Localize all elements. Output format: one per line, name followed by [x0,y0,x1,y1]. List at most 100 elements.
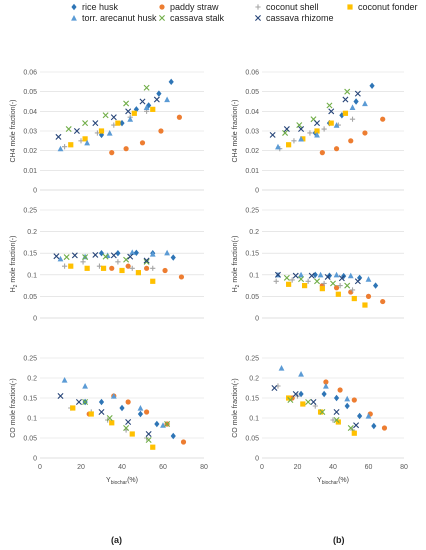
y-tick-label: 0.04 [23,109,37,116]
x-tick-label: 80 [400,464,408,471]
data-point-paddy-straw [123,146,129,152]
data-point-torr-arecanut-husk [84,139,91,146]
data-point-cassava-stalk [298,276,305,283]
data-point-coconut-shell [307,130,313,136]
series-cassava-rhizome [53,251,150,264]
series-cassava-rhizome [274,271,361,285]
data-point-coconut-fonder [314,128,320,134]
series-coconut-shell [277,116,356,152]
data-point-coconut-shell [305,278,311,284]
data-point-coconut-fonder [347,4,353,10]
data-point-rice-husk [357,274,363,282]
data-point-coconut-fonder [286,142,292,148]
data-point-cassava-rhizome [143,257,150,264]
y-tick-label: 0 [255,188,259,195]
data-point-cassava-rhizome [127,253,134,260]
data-point-torr-arecanut-husk [61,377,68,383]
data-point-paddy-straw [333,146,340,152]
data-point-rice-husk [357,412,363,420]
data-point-cassava-rhizome [139,98,146,105]
series-coconut-fonder [68,263,156,284]
series-coconut-fonder [286,281,368,308]
y-tick-label: 0.06 [23,70,37,77]
data-point-cassava-rhizome [98,409,105,415]
data-point-torr-arecanut-husk [57,145,64,152]
y-tick-label: 0.03 [23,129,37,136]
legend-marker-triangle-icon [71,15,77,21]
y-tick-label: 0.25 [245,208,259,215]
data-point-paddy-straw [365,293,372,299]
data-point-cassava-rhizome [255,15,261,21]
data-point-cassava-stalk [333,417,340,423]
data-point-cassava-stalk [314,278,321,285]
data-point-torr-arecanut-husk [365,276,372,282]
series-paddy-straw [109,263,185,280]
data-point-torr-arecanut-husk [149,251,156,257]
y-axis-label: CO mole fraction(-) [232,378,239,438]
data-point-paddy-straw [144,265,150,271]
series-paddy-straw [319,116,386,156]
data-point-coconut-fonder [300,136,306,142]
y-tick-label: 0.15 [23,396,37,403]
legend-label: cassava stalk [170,13,225,23]
data-point-rice-husk [119,119,125,127]
data-point-torr-arecanut-husk [275,143,281,150]
legend-item-rice-husk: rice husk [70,2,118,12]
y-tick-label: 0.01 [245,168,259,175]
data-point-coconut-shell [150,265,156,271]
data-point-cassava-rhizome [354,278,361,285]
data-point-coconut-fonder [70,405,76,411]
data-point-paddy-straw [337,387,343,393]
y-tick-label: 0.05 [245,89,259,96]
chart-panel-b-ch4: 0 0.01 0.02 0.03 0.04 0.05 0.06 CH4 mole fracti… [232,70,404,195]
series-cassava-rhizome [57,393,152,437]
series-cassava-rhizome [269,90,361,138]
data-point-coconut-fonder [84,265,90,271]
data-point-cassava-stalk [102,112,109,119]
data-point-paddy-straw [380,298,386,305]
data-point-rice-husk [369,82,375,89]
data-point-cassava-stalk [344,88,351,95]
data-point-cassava-stalk [82,254,89,261]
data-point-rice-husk [344,402,350,410]
data-point-coconut-fonder [362,302,368,308]
data-point-cassava-rhizome [333,409,340,415]
data-point-paddy-straw [348,138,354,144]
data-point-rice-husk [321,390,327,398]
y-tick-label: 0.04 [245,109,259,116]
data-point-coconut-fonder [68,263,74,269]
x-axis-label: Ybiochar(%) [317,477,349,486]
data-point-paddy-straw [180,439,187,445]
x-tick-label: 40 [118,464,126,471]
series-torr-arecanut-husk [57,96,170,152]
data-point-cassava-stalk [82,399,89,405]
data-point-cassava-rhizome [92,251,99,258]
data-point-coconut-shell [289,277,295,283]
chart-panel-b-co: 0 0.05 0.1 0.15 0.2 0.25 0 20 40 60 80 Ybiochar(%) C… [232,356,408,487]
data-point-paddy-straw [125,263,131,269]
series-rice-husk [312,82,375,137]
series-coconut-shell [273,277,356,293]
y-axis-label: H2 mole fraction(-) [10,236,19,293]
legend-item-cassava-stalk: cassava stalk [158,13,224,23]
data-point-coconut-shell [115,259,121,265]
data-point-cassava-stalk [287,397,294,403]
y-tick-label: 0.01 [23,168,37,175]
data-point-torr-arecanut-husk [106,129,113,136]
data-point-cassava-stalk [143,84,150,91]
data-point-paddy-straw [381,425,388,431]
data-point-cassava-rhizome [274,271,281,278]
data-point-coconut-fonder [131,110,137,116]
data-point-cassava-stalk [326,102,333,109]
legend-label: cassava rhizome [266,13,334,23]
data-point-cassava-rhizome [324,273,331,280]
x-tick-label: 60 [365,464,373,471]
data-point-cassava-stalk [296,122,303,129]
data-point-torr-arecanut-husk [137,405,144,411]
y-axis-label: CH4 mole fraction(-) [232,99,239,162]
panel-label-b: (b) [333,535,345,545]
data-point-coconut-fonder [109,420,115,426]
series-cassava-rhizome [271,385,360,429]
x-tick-label: 40 [329,464,337,471]
data-point-coconut-shell [129,265,135,271]
